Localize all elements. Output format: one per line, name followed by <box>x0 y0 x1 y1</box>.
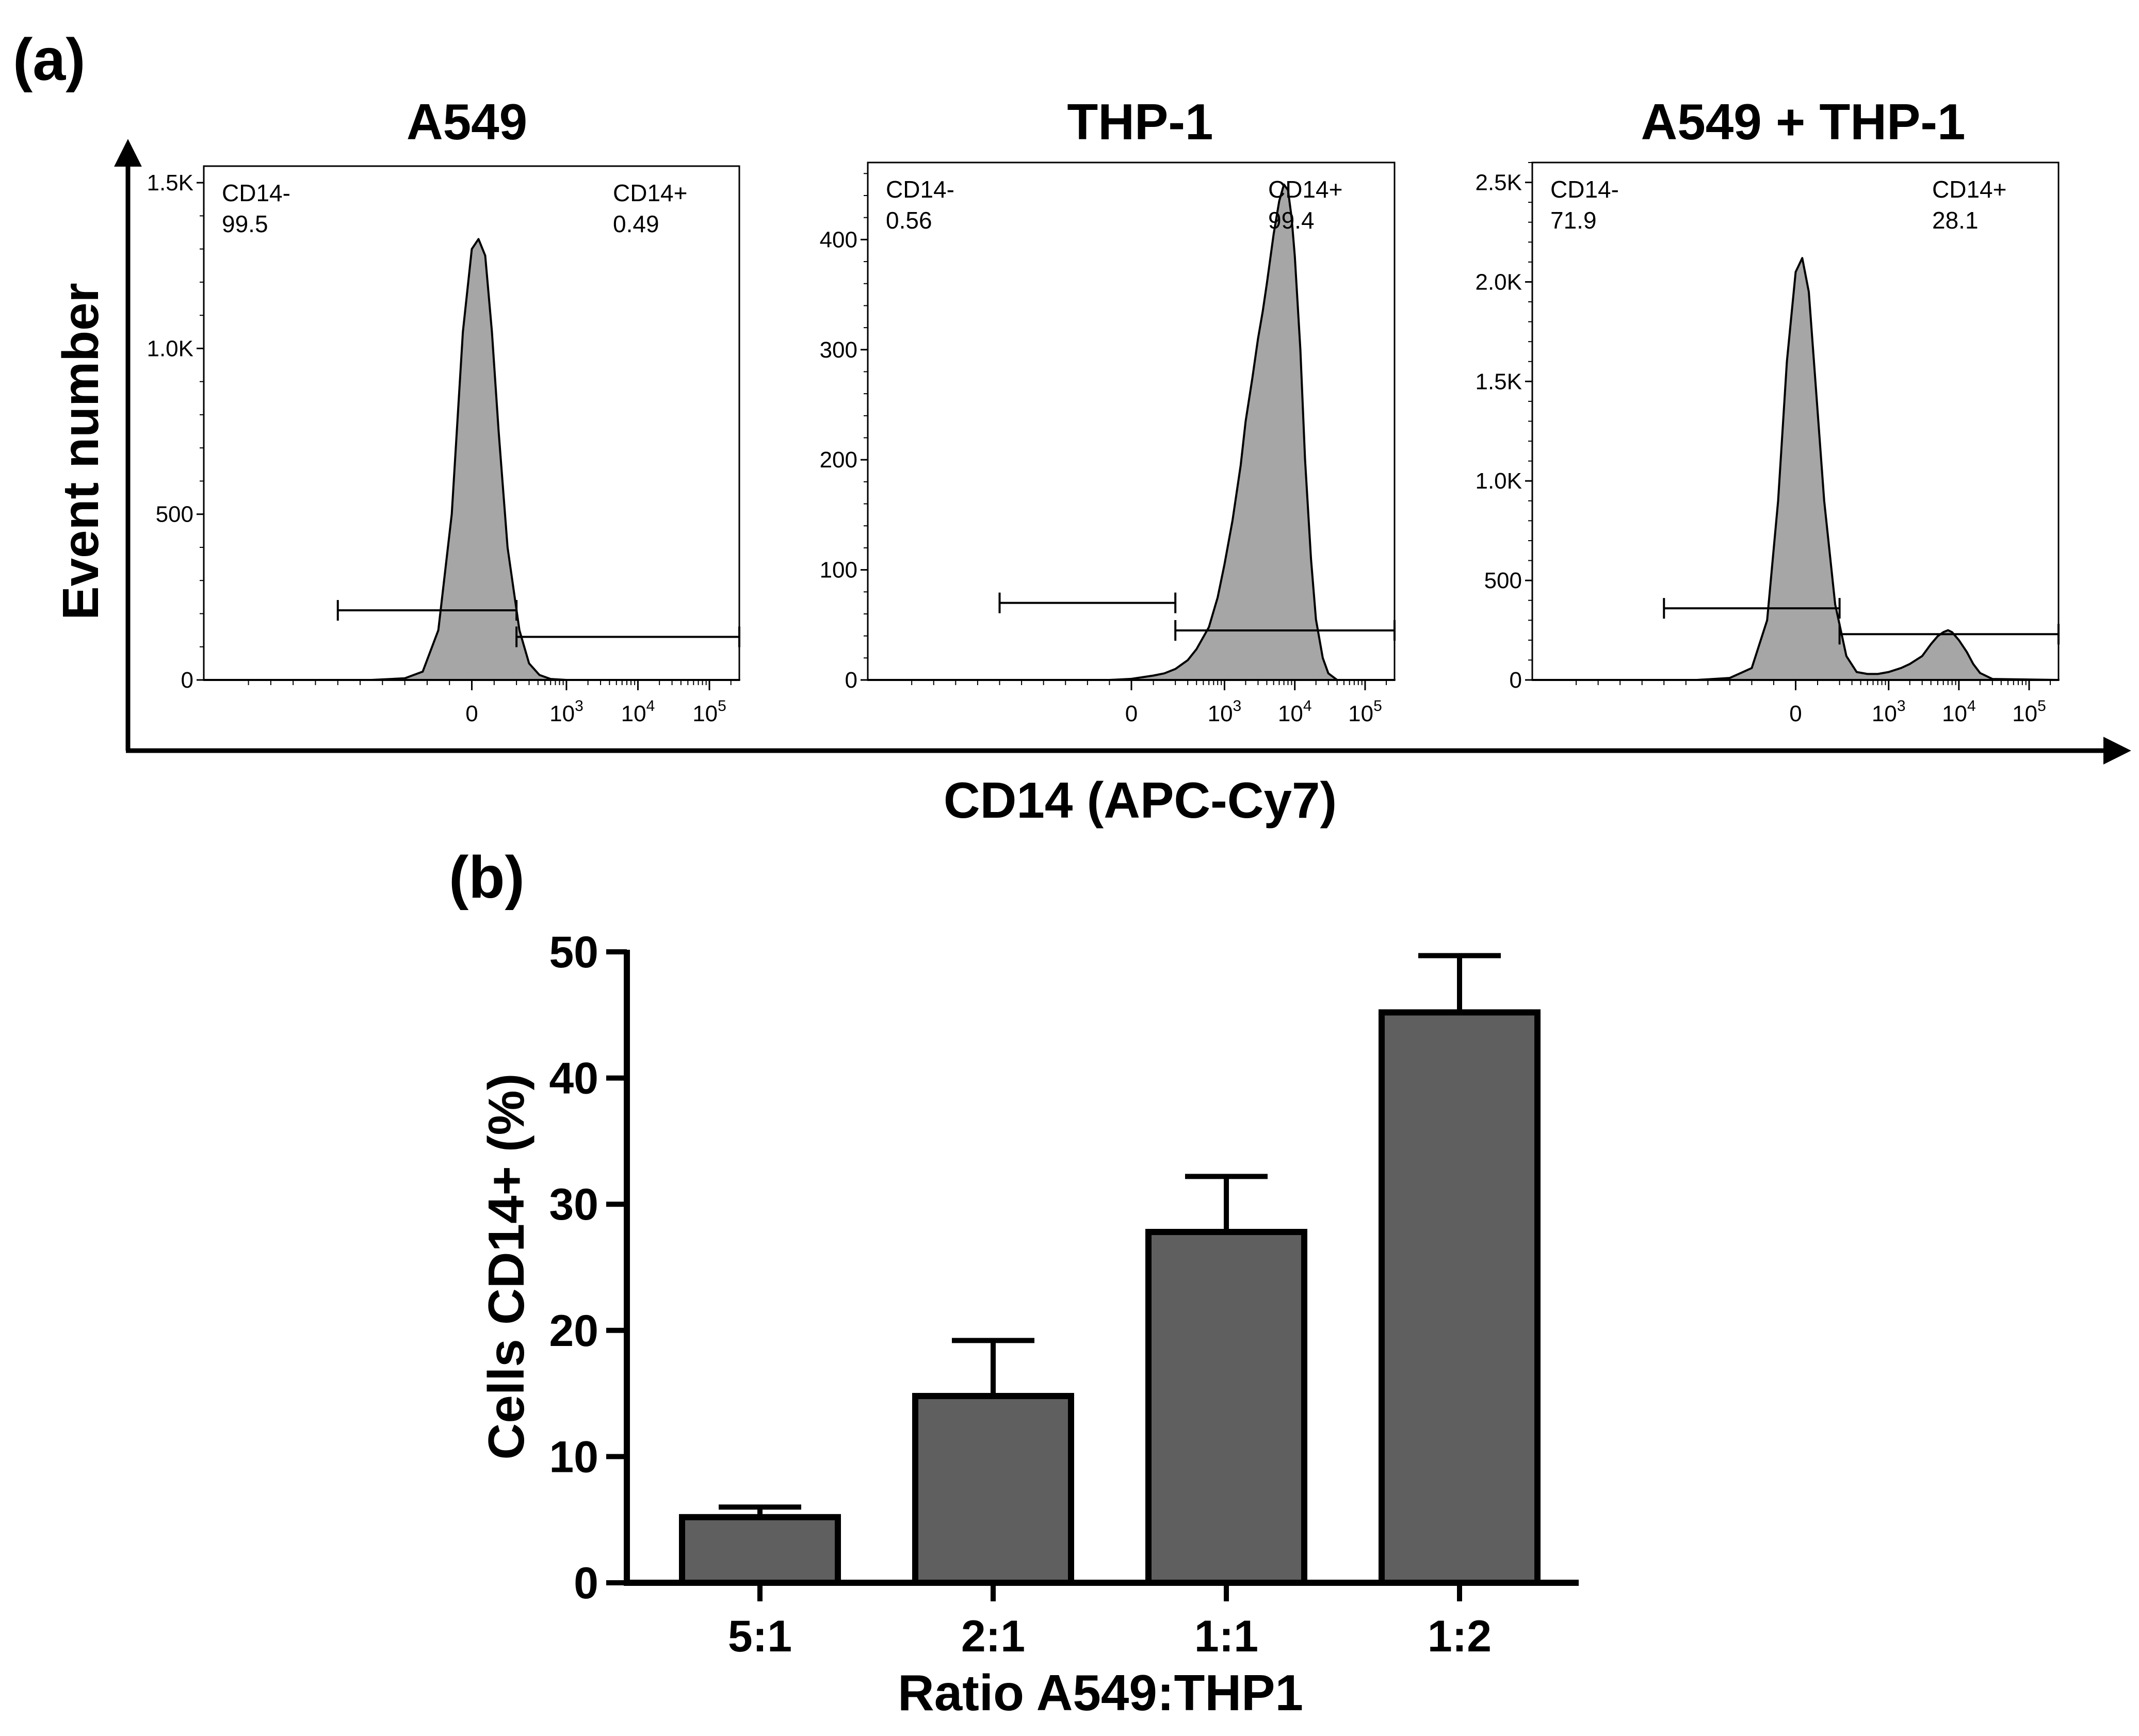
x-tick-label: 0 <box>465 701 478 726</box>
bar <box>1145 1229 1307 1586</box>
x-tick-label: 103 <box>549 697 584 726</box>
x-tick-exponent: 3 <box>1897 697 1906 715</box>
panel-b-label: (b) <box>449 845 525 911</box>
x-tick-base: 10 <box>1872 701 1897 726</box>
bar <box>912 1392 1074 1586</box>
x-tick-label: 0 <box>1125 701 1138 726</box>
y-tick-label: 1.5K <box>147 170 193 196</box>
x-tick-exponent: 5 <box>1373 697 1382 715</box>
histogram-series <box>1531 257 2060 681</box>
y-tick-label: 200 <box>820 447 857 473</box>
y-tick-label: 40 <box>549 1054 598 1104</box>
x-tick-base: 0 <box>1125 701 1138 726</box>
y-tick-label: 2.5K <box>1475 170 1522 196</box>
y-tick-label: 400 <box>820 227 857 252</box>
bar <box>679 1514 841 1586</box>
y-tick-label: 50 <box>549 928 598 977</box>
panel-a: (a) Event number CD14 (APC-Cy7) A5490500… <box>13 27 2131 829</box>
gate-name: CD14+ <box>1932 176 2006 203</box>
gate-name: CD14+ <box>1268 176 1342 203</box>
y-tick-label: 1.5K <box>1475 369 1522 394</box>
gate-percent: 28.1 <box>1932 207 1979 234</box>
x-tick-base: 10 <box>1348 701 1373 726</box>
x-tick-base: 0 <box>465 701 478 726</box>
x-tick-exponent: 3 <box>575 697 584 715</box>
panel-a-label: (a) <box>13 27 86 93</box>
y-tick-label: 1.0K <box>1475 468 1522 494</box>
histogram-series <box>867 183 1396 681</box>
y-tick-label: 20 <box>549 1306 598 1356</box>
histogram-title: A549 <box>407 93 527 150</box>
x-tick-exponent: 4 <box>1967 697 1976 715</box>
x-tick-label: 103 <box>1872 697 1906 726</box>
y-tick-label: 1.0K <box>147 336 193 361</box>
x-tick-label: 104 <box>621 697 655 726</box>
y-tick-label: 500 <box>156 502 193 527</box>
category-label: 2:1 <box>961 1612 1025 1661</box>
x-tick-base: 10 <box>1278 701 1303 726</box>
bar-x-axis-label: Ratio A549:THP1 <box>898 1664 1303 1721</box>
x-tick-label: 104 <box>1942 697 1976 726</box>
cd14-axis-label: CD14 (APC-Cy7) <box>944 772 1337 829</box>
y-tick-label: 0 <box>181 668 193 693</box>
x-tick-exponent: 3 <box>1233 697 1242 715</box>
category-label: 1:1 <box>1194 1612 1258 1661</box>
x-tick-exponent: 4 <box>646 697 655 715</box>
bar-y-axis-label: Cells CD14+ (%) <box>478 1074 534 1460</box>
gate-percent: 0.56 <box>886 207 932 234</box>
y-tick-label: 100 <box>820 558 857 583</box>
x-tick-base: 10 <box>2012 701 2037 726</box>
category-label: 1:2 <box>1428 1612 1492 1661</box>
y-tick-label: 30 <box>549 1180 598 1229</box>
y-tick-label: 0 <box>574 1559 598 1608</box>
bar <box>1379 1009 1541 1586</box>
x-tick-label: 0 <box>1789 701 1802 726</box>
x-tick-base: 10 <box>549 701 575 726</box>
x-tick-base: 10 <box>692 701 718 726</box>
gate-name: CD14+ <box>613 180 687 206</box>
gate-name: CD14- <box>1550 176 1619 203</box>
gate-name: CD14- <box>886 176 954 203</box>
x-tick-base: 10 <box>1942 701 1967 726</box>
y-tick-label: 2.0K <box>1475 269 1522 295</box>
histogram-title: THP-1 <box>1067 93 1213 150</box>
y-tick-label: 10 <box>549 1432 598 1482</box>
x-tick-base: 0 <box>1789 701 1802 726</box>
x-tick-label: 104 <box>1278 697 1312 726</box>
gate-percent: 99.5 <box>222 210 268 237</box>
x-tick-base: 10 <box>1208 701 1233 726</box>
gate-percent: 99.4 <box>1268 207 1315 234</box>
x-tick-base: 10 <box>621 701 646 726</box>
panel-b: (b) 0 10 20 30 40 50 5:1 2:1 1:1 1:2 Ratio A549:TH… <box>449 845 1579 1721</box>
y-tick-label: 0 <box>845 668 857 693</box>
x-tick-label: 105 <box>692 697 726 726</box>
gate-name: CD14- <box>222 180 290 206</box>
y-tick-label: 300 <box>820 337 857 363</box>
y-tick-label: 500 <box>1484 568 1522 593</box>
x-tick-label: 105 <box>1348 697 1382 726</box>
x-tick-exponent: 5 <box>718 697 726 715</box>
bar-chart: 0 10 20 30 40 50 5:1 2:1 1:1 1:2 Ratio A549:THP1 Ce… <box>478 928 1579 1721</box>
y-tick-label: 0 <box>1510 668 1522 693</box>
histogram-title: A549 + THP-1 <box>1641 93 1965 150</box>
category-label: 5:1 <box>728 1612 792 1661</box>
x-tick-exponent: 4 <box>1303 697 1312 715</box>
histogram-series <box>203 238 740 681</box>
gate-percent: 71.9 <box>1550 207 1597 234</box>
event-number-axis-label: Event number <box>52 283 109 620</box>
x-tick-label: 105 <box>2012 697 2046 726</box>
x-tick-label: 103 <box>1208 697 1242 726</box>
gate-percent: 0.49 <box>613 210 659 237</box>
x-tick-exponent: 5 <box>2037 697 2046 715</box>
